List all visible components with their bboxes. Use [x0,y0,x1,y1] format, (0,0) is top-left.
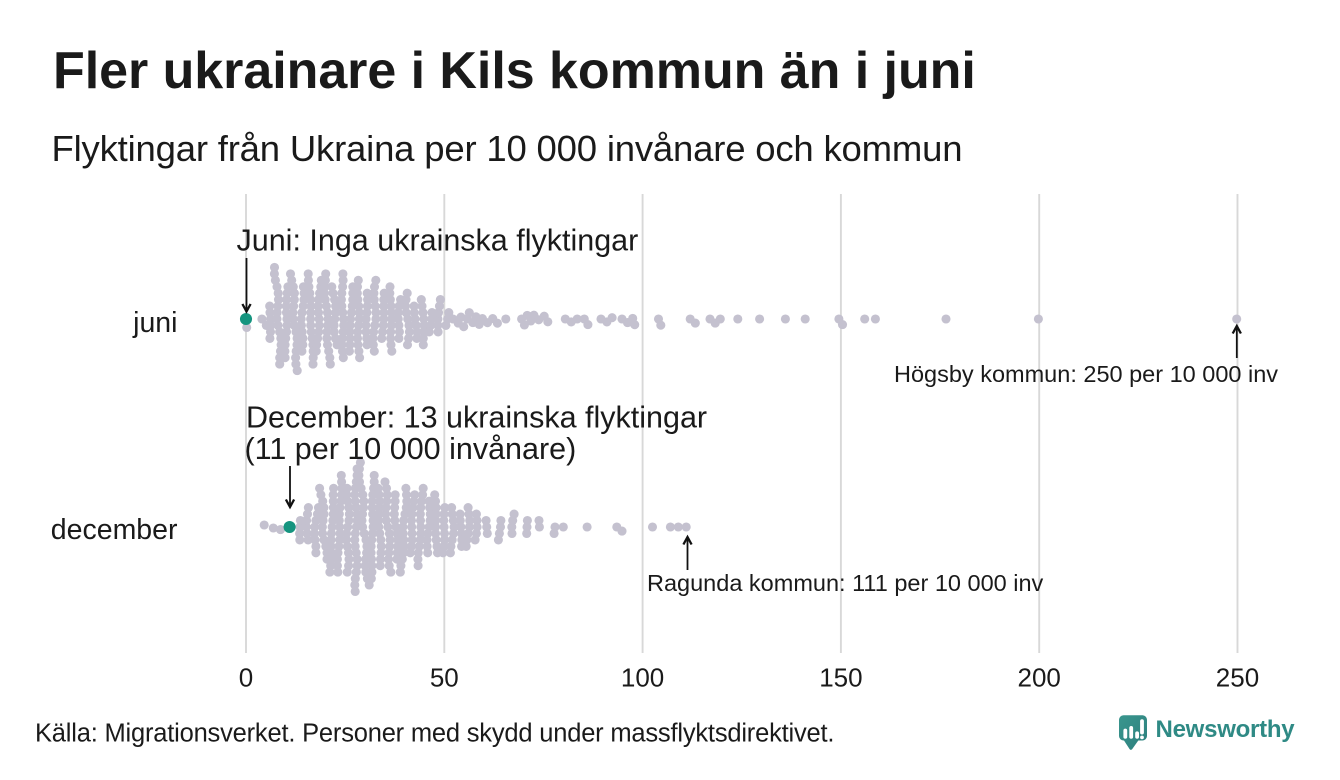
svg-text:100: 100 [621,663,664,693]
svg-text:December: 13 ukrainska flyktin: December: 13 ukrainska flyktingar [246,400,707,434]
svg-text:Juni: Inga ukrainska flyktinga: Juni: Inga ukrainska flyktingar [237,224,639,258]
svg-text:200: 200 [1018,663,1061,693]
svg-text:Källa: Migrationsverket. Perso: Källa: Migrationsverket. Personer med sk… [35,720,834,748]
svg-text:150: 150 [819,663,862,693]
svg-text:Flyktingar från Ukraina per 10: Flyktingar från Ukraina per 10 000 invån… [52,128,963,169]
svg-text:50: 50 [430,663,459,693]
svg-text:0: 0 [239,663,253,693]
svg-text:juni: juni [132,307,177,339]
svg-text:Fler ukrainare i Kils kommun ä: Fler ukrainare i Kils kommun än i juni [53,42,976,100]
svg-text:december: december [51,514,178,546]
svg-text:Ragunda kommun: 111 per 10 000: Ragunda kommun: 111 per 10 000 inv [647,570,1044,596]
svg-text:Högsby kommun: 250 per 10 000: Högsby kommun: 250 per 10 000 inv [894,361,1278,387]
svg-text:Newsworthy: Newsworthy [1156,716,1296,743]
svg-text:(11 per 10 000 invånare): (11 per 10 000 invånare) [245,432,577,466]
svg-text:250: 250 [1216,663,1259,693]
